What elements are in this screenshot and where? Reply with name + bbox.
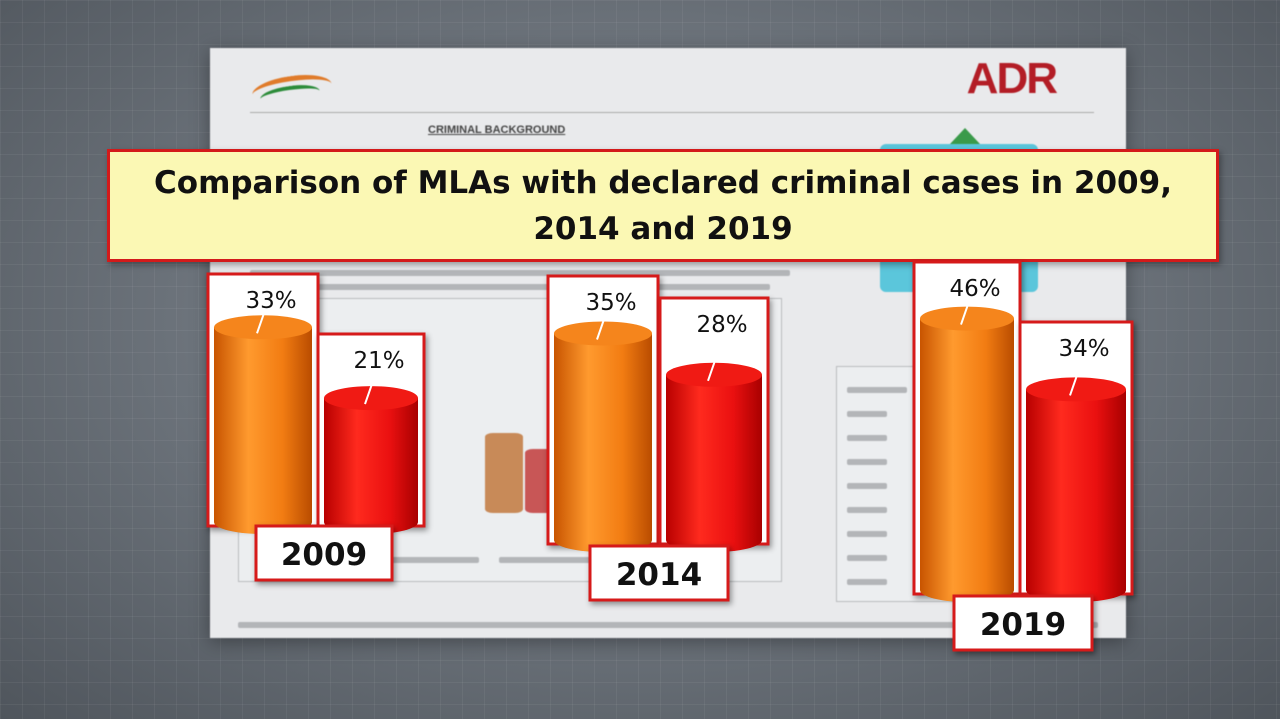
data-label: 46% bbox=[949, 276, 1000, 302]
data-label: 35% bbox=[585, 290, 636, 316]
year-label-box bbox=[254, 524, 394, 582]
data-label: 28% bbox=[696, 312, 747, 338]
label-pointer bbox=[596, 293, 614, 340]
bar-cap bbox=[214, 315, 312, 340]
label-pointer bbox=[960, 278, 978, 325]
adr-logo: ADR bbox=[966, 54, 1058, 103]
bar-cap bbox=[920, 306, 1014, 331]
bar-2014-series1 bbox=[554, 333, 652, 552]
bar-group-2019: 46% 34% 2019 bbox=[912, 260, 1134, 652]
chart-title-banner: Comparison of MLAs with declared crimina… bbox=[107, 149, 1219, 262]
data-label: 34% bbox=[1058, 336, 1109, 362]
document-divider bbox=[250, 112, 1094, 113]
bar-cap bbox=[554, 321, 652, 346]
up-arrow-icon bbox=[950, 128, 980, 144]
bar-group-2014: 35% 28% 2014 bbox=[546, 274, 770, 602]
bar-2009-series1 bbox=[214, 327, 312, 534]
document-text-line bbox=[250, 270, 790, 276]
label-pointer bbox=[364, 357, 382, 405]
chart-title: Comparison of MLAs with declared crimina… bbox=[154, 164, 1172, 247]
bar-cap bbox=[666, 362, 762, 387]
data-label: 33% bbox=[245, 288, 296, 314]
document-footer-line bbox=[238, 622, 1098, 628]
year-label-box bbox=[588, 544, 730, 602]
bar-2019-series2 bbox=[1026, 389, 1126, 602]
label-pointer bbox=[256, 286, 274, 334]
label-pointer bbox=[707, 334, 725, 382]
year-label-box bbox=[952, 594, 1094, 652]
label-pointer bbox=[1069, 349, 1087, 396]
bar-2009-series2 bbox=[324, 398, 418, 534]
category-label: 2014 bbox=[616, 557, 702, 593]
bar-cap bbox=[1026, 377, 1126, 402]
data-label: 21% bbox=[353, 348, 404, 374]
bar-cap bbox=[324, 386, 418, 411]
document-text-line bbox=[270, 284, 770, 290]
category-label: 2019 bbox=[980, 607, 1066, 643]
bar-group-2009: 33% 21% 2009 bbox=[206, 272, 426, 582]
bar-2014-series2 bbox=[666, 374, 762, 552]
category-label: 2009 bbox=[281, 537, 367, 573]
document-heading: CRIMINAL BACKGROUND bbox=[428, 124, 566, 136]
bar-2019-series1 bbox=[920, 318, 1014, 602]
